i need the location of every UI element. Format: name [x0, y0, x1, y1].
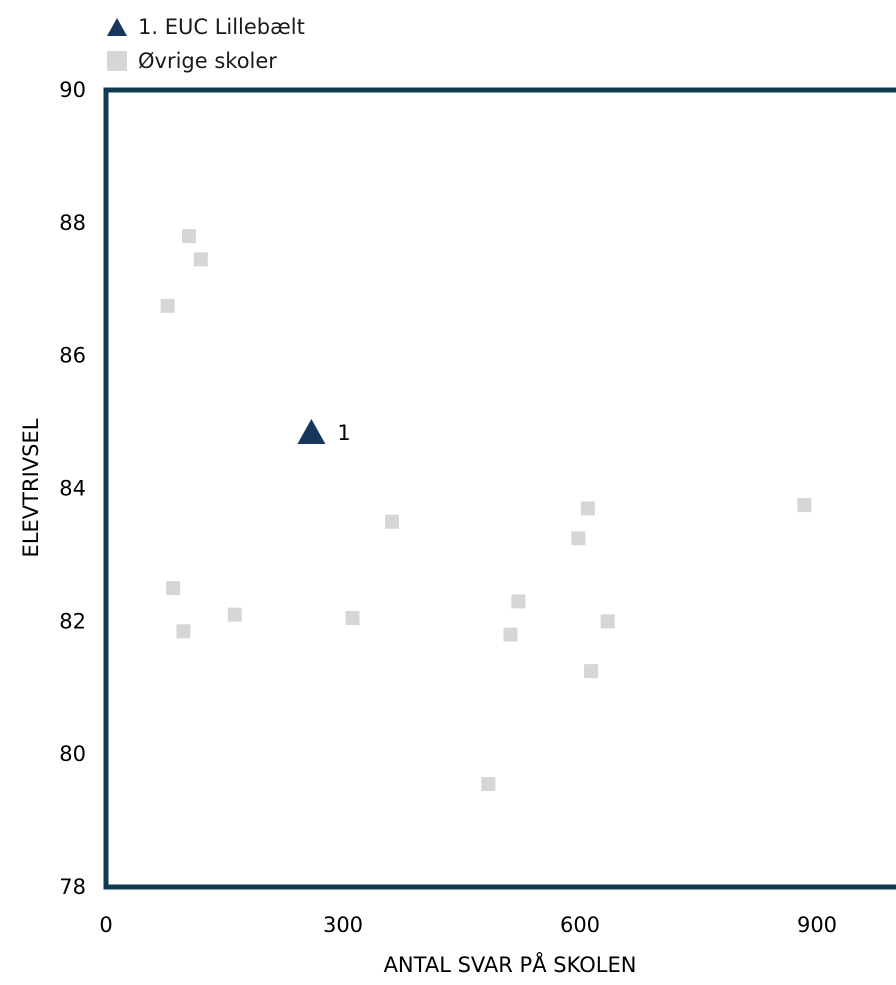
data-point-ovrige-skole — [384, 514, 399, 529]
legend-label: 1. EUC Lillebælt — [138, 15, 305, 39]
data-point-ovrige-skole — [571, 531, 586, 546]
data-point-ovrige-skole — [580, 501, 595, 516]
data-point-ovrige-skole — [511, 594, 526, 609]
plot-frame — [103, 87, 896, 890]
data-point-ovrige-skole — [503, 627, 518, 642]
legend-label: Øvrige skoler — [138, 49, 277, 73]
y-tick-label: 82 — [59, 609, 86, 633]
y-tick-label: 84 — [59, 477, 86, 501]
y-tick-label: 78 — [59, 875, 86, 899]
y-tick-label: 86 — [59, 344, 86, 368]
data-point-ovrige-skole — [797, 498, 812, 513]
data-point-ovrige-skole — [176, 624, 191, 639]
series-ovrige-skoler — [160, 229, 812, 792]
data-point-ovrige-skole — [181, 229, 196, 244]
x-tick-label: 600 — [560, 913, 600, 937]
triangle-marker-icon — [107, 18, 127, 36]
data-point-label: 1 — [337, 421, 350, 445]
data-point-ovrige-skole — [345, 611, 360, 626]
x-axis-title: ANTAL SVAR PÅ SKOLEN — [384, 951, 637, 977]
legend: 1. EUC Lillebælt Øvrige skoler — [106, 10, 305, 78]
data-point-ovrige-skole — [160, 298, 175, 313]
y-axis-title: ELEVTRIVSEL — [19, 418, 43, 557]
y-tick-label: 90 — [59, 78, 86, 102]
data-point-ovrige-skole — [166, 581, 181, 596]
x-tick-label: 900 — [797, 913, 837, 937]
data-point-ovrige-skole — [227, 607, 242, 622]
data-point-ovrige-skole — [584, 664, 599, 679]
square-marker-icon — [107, 51, 127, 71]
y-tick-label: 80 — [59, 742, 86, 766]
series-euc-lillebaelt: 1 — [297, 419, 351, 445]
x-tick-label: 0 — [99, 913, 112, 937]
x-tick-label: 300 — [323, 913, 363, 937]
legend-item-euc-lillebaelt: 1. EUC Lillebælt — [106, 10, 305, 44]
legend-item-ovrige-skoler: Øvrige skoler — [106, 44, 305, 78]
data-point-ovrige-skole — [481, 777, 496, 792]
data-point-ovrige-skole — [600, 614, 615, 629]
data-point-euc-lillebaelt — [297, 419, 326, 445]
y-tick-label: 88 — [59, 211, 86, 235]
data-point-ovrige-skole — [193, 252, 208, 267]
